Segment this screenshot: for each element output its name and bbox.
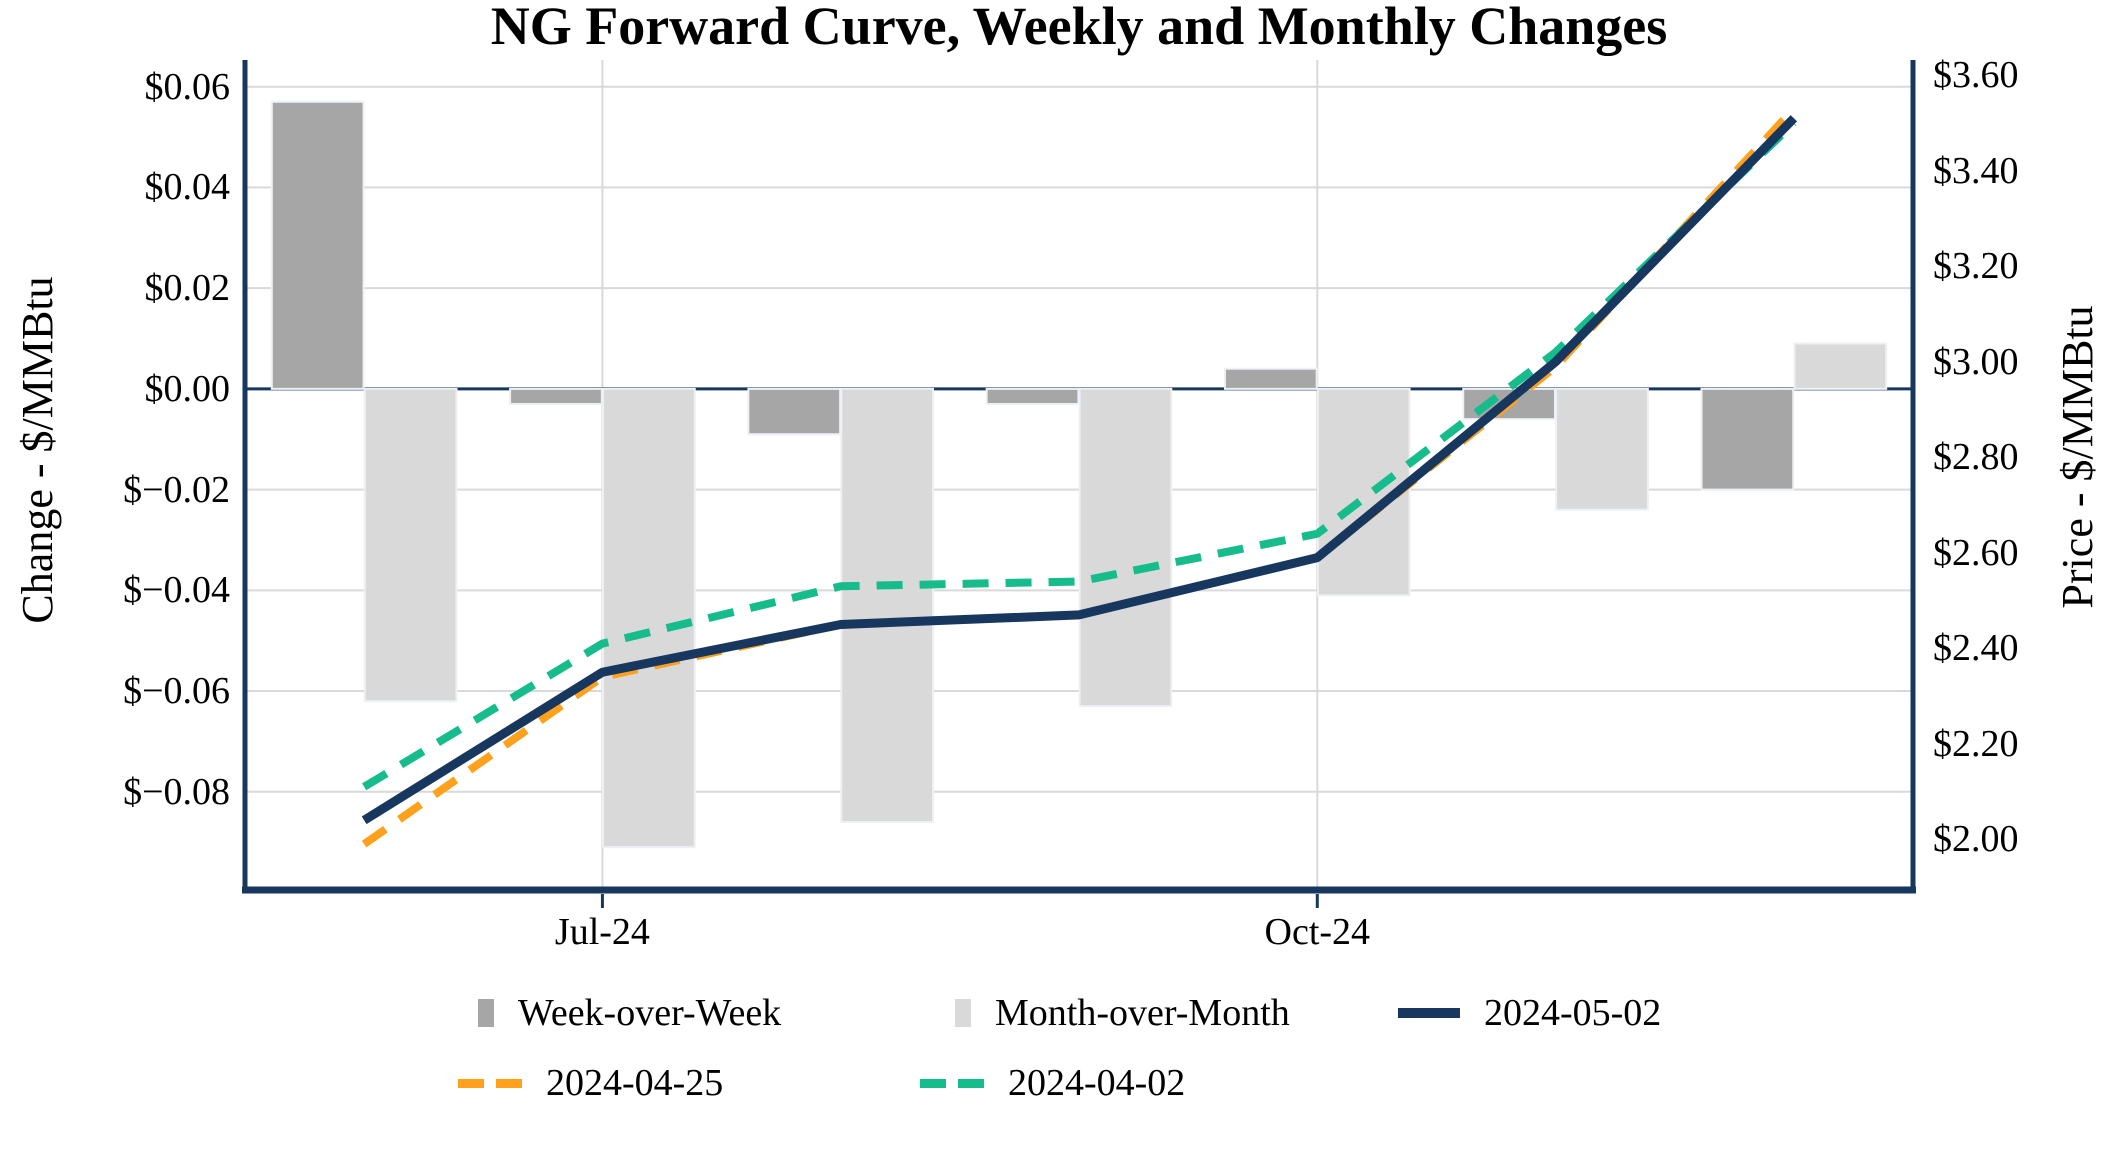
- bar-week-over-week-oct-24: [1223, 367, 1318, 390]
- right-axis-tick-label: $2.20: [1933, 722, 2019, 765]
- bar-week-over-week-sep-24: [985, 387, 1080, 405]
- bar-week-over-week-aug-24: [747, 387, 842, 436]
- legend-label: 2024-05-02: [1484, 992, 1662, 1034]
- left-axis-tick-label: $0.06: [144, 65, 231, 108]
- right-axis-tick-label: $3.60: [1933, 54, 2019, 97]
- legend-label: 2024-04-25: [546, 1062, 724, 1104]
- right-axis-tick-label: $2.00: [1933, 818, 2019, 861]
- legend-item-week-over-week: Week-over-Week: [478, 991, 781, 1035]
- right-axis-tick-label: $2.60: [1933, 531, 2019, 574]
- left-axis-tick-label: $0.00: [144, 367, 231, 410]
- legend-item-2024-05-02: 2024-05-02: [1398, 991, 1661, 1035]
- legend-label: Week-over-Week: [518, 992, 782, 1034]
- left-axis-tick-label: $−0.04: [123, 569, 230, 612]
- legend-label: Month-over-Month: [995, 992, 1290, 1034]
- dashed-line-swatch-icon: [920, 1078, 984, 1088]
- line-2024-05-02: [361, 115, 1798, 825]
- bar-month-over-month-dec-24: [1793, 342, 1888, 390]
- bar-week-over-week-jun-24: [270, 100, 365, 390]
- right-axis-tick-label: $3.00: [1933, 340, 2019, 383]
- right-axis-tick-label: $3.20: [1933, 245, 2019, 288]
- legend-item-2024-04-25: 2024-04-25: [458, 1061, 723, 1105]
- month-over-month-swatch-icon: [955, 999, 971, 1027]
- dashed-line-swatch-icon: [458, 1078, 522, 1088]
- right-axis-tick-label: $2.40: [1933, 627, 2019, 670]
- bar-month-over-month-aug-24: [840, 387, 935, 824]
- right-axis-tick-label: $3.40: [1933, 149, 2019, 192]
- bar-month-over-month-jun-24: [363, 387, 458, 703]
- chart-title: NG Forward Curve, Weekly and Monthly Cha…: [490, 0, 1668, 56]
- x-axis-tick-label: Oct-24: [1264, 911, 1371, 953]
- legend-item-month-over-month: Month-over-Month: [955, 991, 1290, 1035]
- bar-month-over-month-jul-24: [602, 387, 696, 849]
- legend-label: 2024-04-02: [1008, 1062, 1186, 1104]
- legend-item-2024-04-02: 2024-04-02: [920, 1061, 1185, 1105]
- left-axis-tick-label: $−0.08: [123, 770, 230, 813]
- left-axis-tick-label: $0.04: [144, 166, 231, 209]
- right-axis-tick-label: $2.80: [1933, 436, 2019, 479]
- x-axis-tick-label: Jul-24: [554, 911, 650, 953]
- bar-week-over-week-jul-24: [509, 387, 603, 405]
- bar-month-over-month-sep-24: [1078, 387, 1173, 708]
- week-over-week-swatch-icon: [478, 999, 494, 1027]
- solid-line-swatch-icon: [1398, 1008, 1460, 1018]
- bar-week-over-week-dec-24: [1700, 387, 1795, 491]
- bar-month-over-month-nov-24: [1555, 387, 1649, 511]
- left-axis-tick-label: $0.02: [144, 267, 231, 310]
- left-axis-tick-label: $−0.02: [123, 468, 230, 511]
- line-2024-04-02: [362, 120, 1797, 791]
- left-axis-tick-label: $−0.06: [123, 670, 230, 713]
